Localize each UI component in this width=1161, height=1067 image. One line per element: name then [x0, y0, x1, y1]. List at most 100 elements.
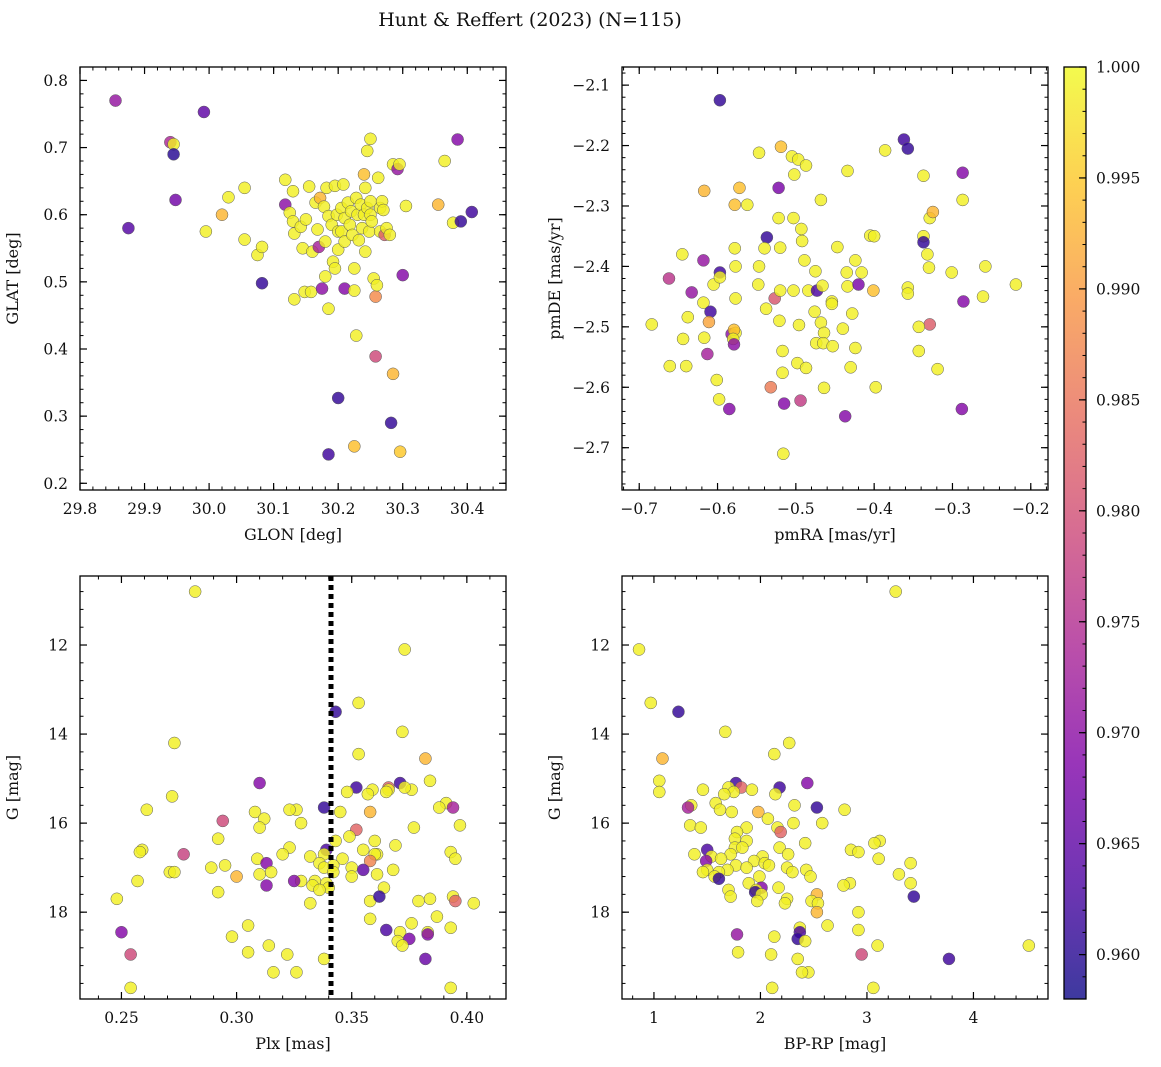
data-point — [241, 919, 255, 932]
data-point — [363, 912, 377, 926]
data-point — [299, 213, 313, 226]
data-point — [431, 198, 445, 211]
data-point — [759, 302, 773, 315]
data-point — [733, 181, 746, 195]
data-point — [683, 819, 697, 832]
data-point — [762, 859, 776, 872]
data-point — [795, 222, 808, 236]
data-point — [396, 268, 409, 282]
data-point — [386, 367, 400, 381]
axes-frame — [79, 575, 507, 1000]
data-point — [773, 284, 787, 297]
data-point — [319, 270, 332, 283]
data-point — [230, 870, 243, 883]
data-point — [398, 781, 411, 794]
data-point — [253, 776, 266, 790]
data-point — [787, 284, 800, 297]
data-point — [696, 783, 710, 796]
data-point — [165, 790, 179, 803]
data-point — [370, 868, 384, 881]
data-point — [752, 146, 766, 160]
data-point — [760, 231, 774, 244]
data-point — [852, 923, 865, 937]
x-tick-label: 0.25 — [104, 1009, 139, 1027]
y-tick-label: −2.4 — [572, 258, 610, 276]
data-point — [855, 266, 868, 279]
data-point — [955, 402, 969, 416]
data-point — [225, 930, 239, 943]
data-point — [889, 585, 902, 598]
x-axis-label: GLON [deg] — [244, 525, 342, 544]
x-tick-label: 4 — [969, 1009, 979, 1027]
data-point — [286, 184, 300, 198]
x-tick-label: 0.40 — [450, 1009, 485, 1027]
data-point — [841, 164, 854, 178]
data-point — [389, 839, 402, 852]
data-point — [681, 310, 695, 324]
data-point — [188, 585, 202, 598]
data-point — [872, 852, 885, 865]
axes-frame — [621, 66, 1049, 491]
data-point — [717, 787, 731, 801]
data-point — [867, 981, 880, 995]
data-point — [360, 144, 374, 158]
data-point — [322, 302, 335, 315]
data-point — [454, 215, 468, 228]
data-point — [769, 787, 782, 801]
data-point — [773, 314, 786, 328]
data-point — [892, 868, 906, 881]
data-point — [774, 140, 788, 154]
data-point — [713, 271, 727, 284]
x-tick-label: 0.35 — [334, 1009, 369, 1027]
data-point — [412, 894, 425, 908]
data-point — [727, 338, 741, 351]
data-point — [356, 863, 370, 877]
data-point — [356, 843, 370, 857]
x-tick-label: −0.7 — [620, 500, 658, 518]
y-tick-label: −2.7 — [572, 439, 610, 457]
data-point — [681, 801, 695, 814]
data-point — [359, 245, 372, 258]
colorbar-tick-label: 0.990 — [1096, 280, 1140, 298]
data-point — [405, 917, 418, 930]
data-point — [357, 168, 371, 181]
data-point — [844, 361, 857, 374]
x-tick-label: 1 — [649, 1009, 659, 1027]
y-tick-label: 12 — [48, 637, 68, 655]
y-tick-label: 0.4 — [43, 341, 68, 359]
y-axis-label: G [mag] — [3, 755, 22, 820]
data-point — [697, 184, 711, 198]
data-point — [907, 890, 921, 903]
data-point — [917, 169, 930, 183]
data-point — [788, 168, 801, 181]
data-point — [701, 347, 714, 361]
data-point — [396, 725, 409, 739]
x-tick-label: −0.6 — [699, 500, 737, 518]
data-point — [216, 814, 230, 828]
data-point — [302, 180, 316, 193]
data-point — [836, 322, 850, 335]
data-point — [322, 448, 335, 461]
data-point — [359, 181, 372, 195]
data-point — [729, 260, 742, 273]
data-point — [343, 830, 356, 843]
data-point — [808, 305, 821, 318]
data-point — [423, 892, 437, 906]
data-point — [313, 883, 326, 897]
data-point — [336, 852, 349, 865]
data-point — [795, 234, 809, 248]
data-point — [867, 229, 881, 243]
data-point — [838, 410, 852, 423]
data-point — [169, 193, 182, 207]
y-tick-label: −2.6 — [572, 379, 610, 397]
data-point — [724, 890, 737, 903]
data-point — [399, 199, 413, 213]
data-point — [696, 865, 710, 879]
data-point — [124, 981, 137, 995]
colorbar-tick-label: 0.960 — [1096, 946, 1140, 964]
data-point — [449, 894, 462, 908]
data-point — [248, 805, 262, 819]
data-point — [380, 785, 393, 799]
data-point — [679, 359, 693, 373]
